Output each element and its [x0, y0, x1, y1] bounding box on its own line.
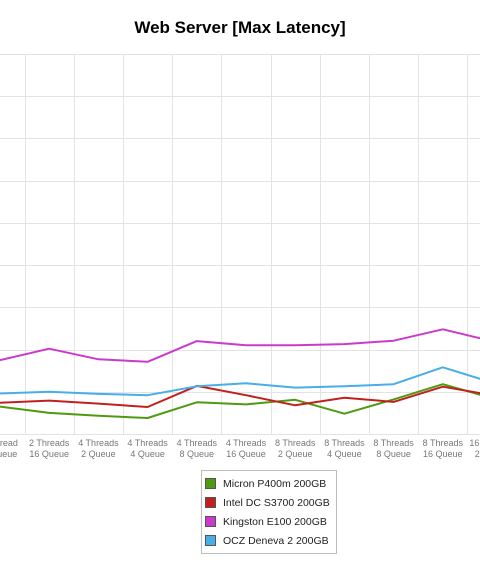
legend-swatch — [205, 497, 216, 508]
legend-item: OCZ Deneva 2 200GB — [202, 531, 336, 550]
x-tick-label: 8 Threads 8 Queue — [373, 438, 414, 459]
x-tick-label: 8 Threads 2 Queue — [275, 438, 316, 459]
series-lines — [0, 328, 480, 419]
legend-swatch — [205, 516, 216, 527]
x-tick-label: 2 Threads 16 Queue — [29, 438, 70, 459]
legend-swatch — [205, 535, 216, 546]
series-line-1 — [0, 384, 480, 408]
x-tick-label: 8 Threads 16 Queue — [423, 438, 464, 459]
legend: Micron P400m 200GB Intel DC S3700 200GB Ki… — [201, 470, 337, 554]
legend-item: Intel DC S3700 200GB — [202, 493, 336, 512]
x-tick-label: 1 Thread1 Queue — [0, 438, 18, 459]
legend-item: Kingston E100 200GB — [202, 512, 336, 531]
legend-item: Micron P400m 200GB — [202, 474, 336, 493]
x-tick-label: 8 Threads 4 Queue — [324, 438, 365, 459]
series-line-0 — [0, 383, 480, 419]
x-tick-label: 4 Threads 4 Queue — [127, 438, 168, 459]
legend-label: Intel DC S3700 200GB — [223, 496, 330, 509]
series-line-3 — [0, 366, 480, 397]
x-tick-label: 4 Threads 16 Queue — [226, 438, 267, 459]
series-line-2 — [0, 328, 480, 363]
x-tick-label: 4 Threads 8 Queue — [177, 438, 218, 459]
legend-label: OCZ Deneva 2 200GB — [223, 534, 329, 547]
legend-label: Kingston E100 200GB — [223, 515, 327, 528]
chart-title: Web Server [Max Latency] — [134, 18, 346, 37]
grid — [0, 54, 480, 435]
legend-swatch — [205, 478, 216, 489]
legend-label: Micron P400m 200GB — [223, 477, 327, 490]
x-tick-label: 4 Threads 2 Queue — [78, 438, 119, 459]
